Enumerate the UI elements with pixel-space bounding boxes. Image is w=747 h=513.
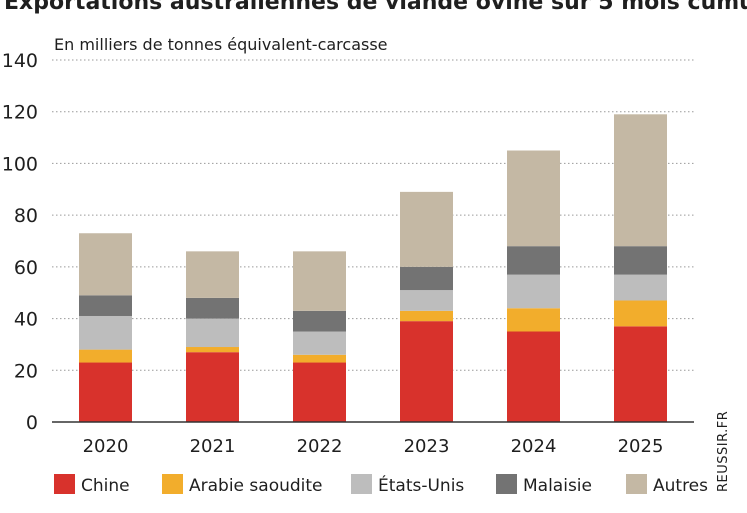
bar-2025-chine bbox=[614, 326, 667, 422]
legend-label: Autres bbox=[653, 476, 708, 496]
source-credit: REUSSIR.FR bbox=[716, 411, 731, 492]
bar-2024-malaisie bbox=[507, 246, 560, 275]
x-tick-label: 2022 bbox=[297, 436, 343, 457]
bar-2021--tats-unis bbox=[186, 318, 239, 348]
y-tick-label: 20 bbox=[14, 360, 38, 382]
bar-2024-chine bbox=[507, 331, 560, 422]
y-tick-label: 120 bbox=[2, 102, 38, 124]
bar-2022-arabie-saoudite bbox=[293, 354, 346, 363]
bar-2020-arabie-saoudite bbox=[79, 349, 132, 363]
legend-swatch--tats-unis bbox=[351, 474, 372, 494]
bar-2020-autres bbox=[79, 233, 132, 296]
bar-2020--tats-unis bbox=[79, 315, 132, 350]
x-tick-label: 2020 bbox=[83, 436, 129, 457]
x-tick-label: 2023 bbox=[404, 436, 450, 457]
gridlines bbox=[52, 59, 694, 371]
y-tick-label: 40 bbox=[14, 309, 38, 331]
bar-2020-malaisie bbox=[79, 295, 132, 316]
y-tick-label: 80 bbox=[14, 205, 38, 227]
y-tick-label: 60 bbox=[14, 257, 38, 279]
bar-2021-autres bbox=[186, 251, 239, 298]
legend: Chine Arabie saoudite États-Unis Malaisie Au… bbox=[54, 474, 708, 496]
bar-2023-arabie-saoudite bbox=[400, 310, 453, 322]
bar-2023-chine bbox=[400, 321, 453, 422]
bar-2023-malaisie bbox=[400, 266, 453, 291]
bar-2021-chine bbox=[186, 352, 239, 422]
bar-2025-autres bbox=[614, 114, 667, 247]
legend-swatch-autres bbox=[626, 474, 647, 494]
bar-2022--tats-unis bbox=[293, 331, 346, 355]
bar-2025--tats-unis bbox=[614, 274, 667, 301]
legend-swatch-chine bbox=[54, 474, 75, 494]
legend-swatch-malaisie bbox=[496, 474, 517, 494]
bar-2021-arabie-saoudite bbox=[186, 347, 239, 353]
legend-label: Malaisie bbox=[523, 476, 592, 496]
bar-2024-arabie-saoudite bbox=[507, 308, 560, 332]
chart-title: Exportations australiennes de viande ovi… bbox=[4, 0, 747, 15]
bar-2025-arabie-saoudite bbox=[614, 300, 667, 327]
bar-2022-autres bbox=[293, 251, 346, 311]
y-axis-ticks: 0 20 40 60 80 100 120 140 bbox=[2, 50, 38, 434]
x-tick-label: 2021 bbox=[190, 436, 236, 457]
legend-swatch-arabie-saoudite bbox=[162, 474, 183, 494]
bar-2024-autres bbox=[507, 150, 560, 247]
bar-2022-chine bbox=[293, 362, 346, 422]
bar-2023--tats-unis bbox=[400, 290, 453, 311]
x-axis-categories: 2020 2021 2022 2023 2024 2025 bbox=[83, 436, 664, 457]
bar-2023-autres bbox=[400, 191, 453, 267]
bar-2024--tats-unis bbox=[507, 274, 560, 309]
y-tick-label: 100 bbox=[2, 153, 38, 175]
legend-label: États-Unis bbox=[378, 474, 464, 496]
legend-label: Chine bbox=[81, 476, 130, 496]
legend-label: Arabie saoudite bbox=[189, 476, 323, 496]
bars bbox=[79, 114, 667, 422]
x-tick-label: 2024 bbox=[511, 436, 557, 457]
y-tick-label: 140 bbox=[2, 50, 38, 72]
y-tick-label: 0 bbox=[26, 412, 38, 434]
bar-2022-malaisie bbox=[293, 310, 346, 332]
bar-2020-chine bbox=[79, 362, 132, 422]
x-tick-label: 2025 bbox=[618, 436, 664, 457]
bar-2021-malaisie bbox=[186, 297, 239, 319]
bar-2025-malaisie bbox=[614, 246, 667, 275]
chart-subtitle: En milliers de tonnes équivalent-carcass… bbox=[54, 35, 388, 54]
